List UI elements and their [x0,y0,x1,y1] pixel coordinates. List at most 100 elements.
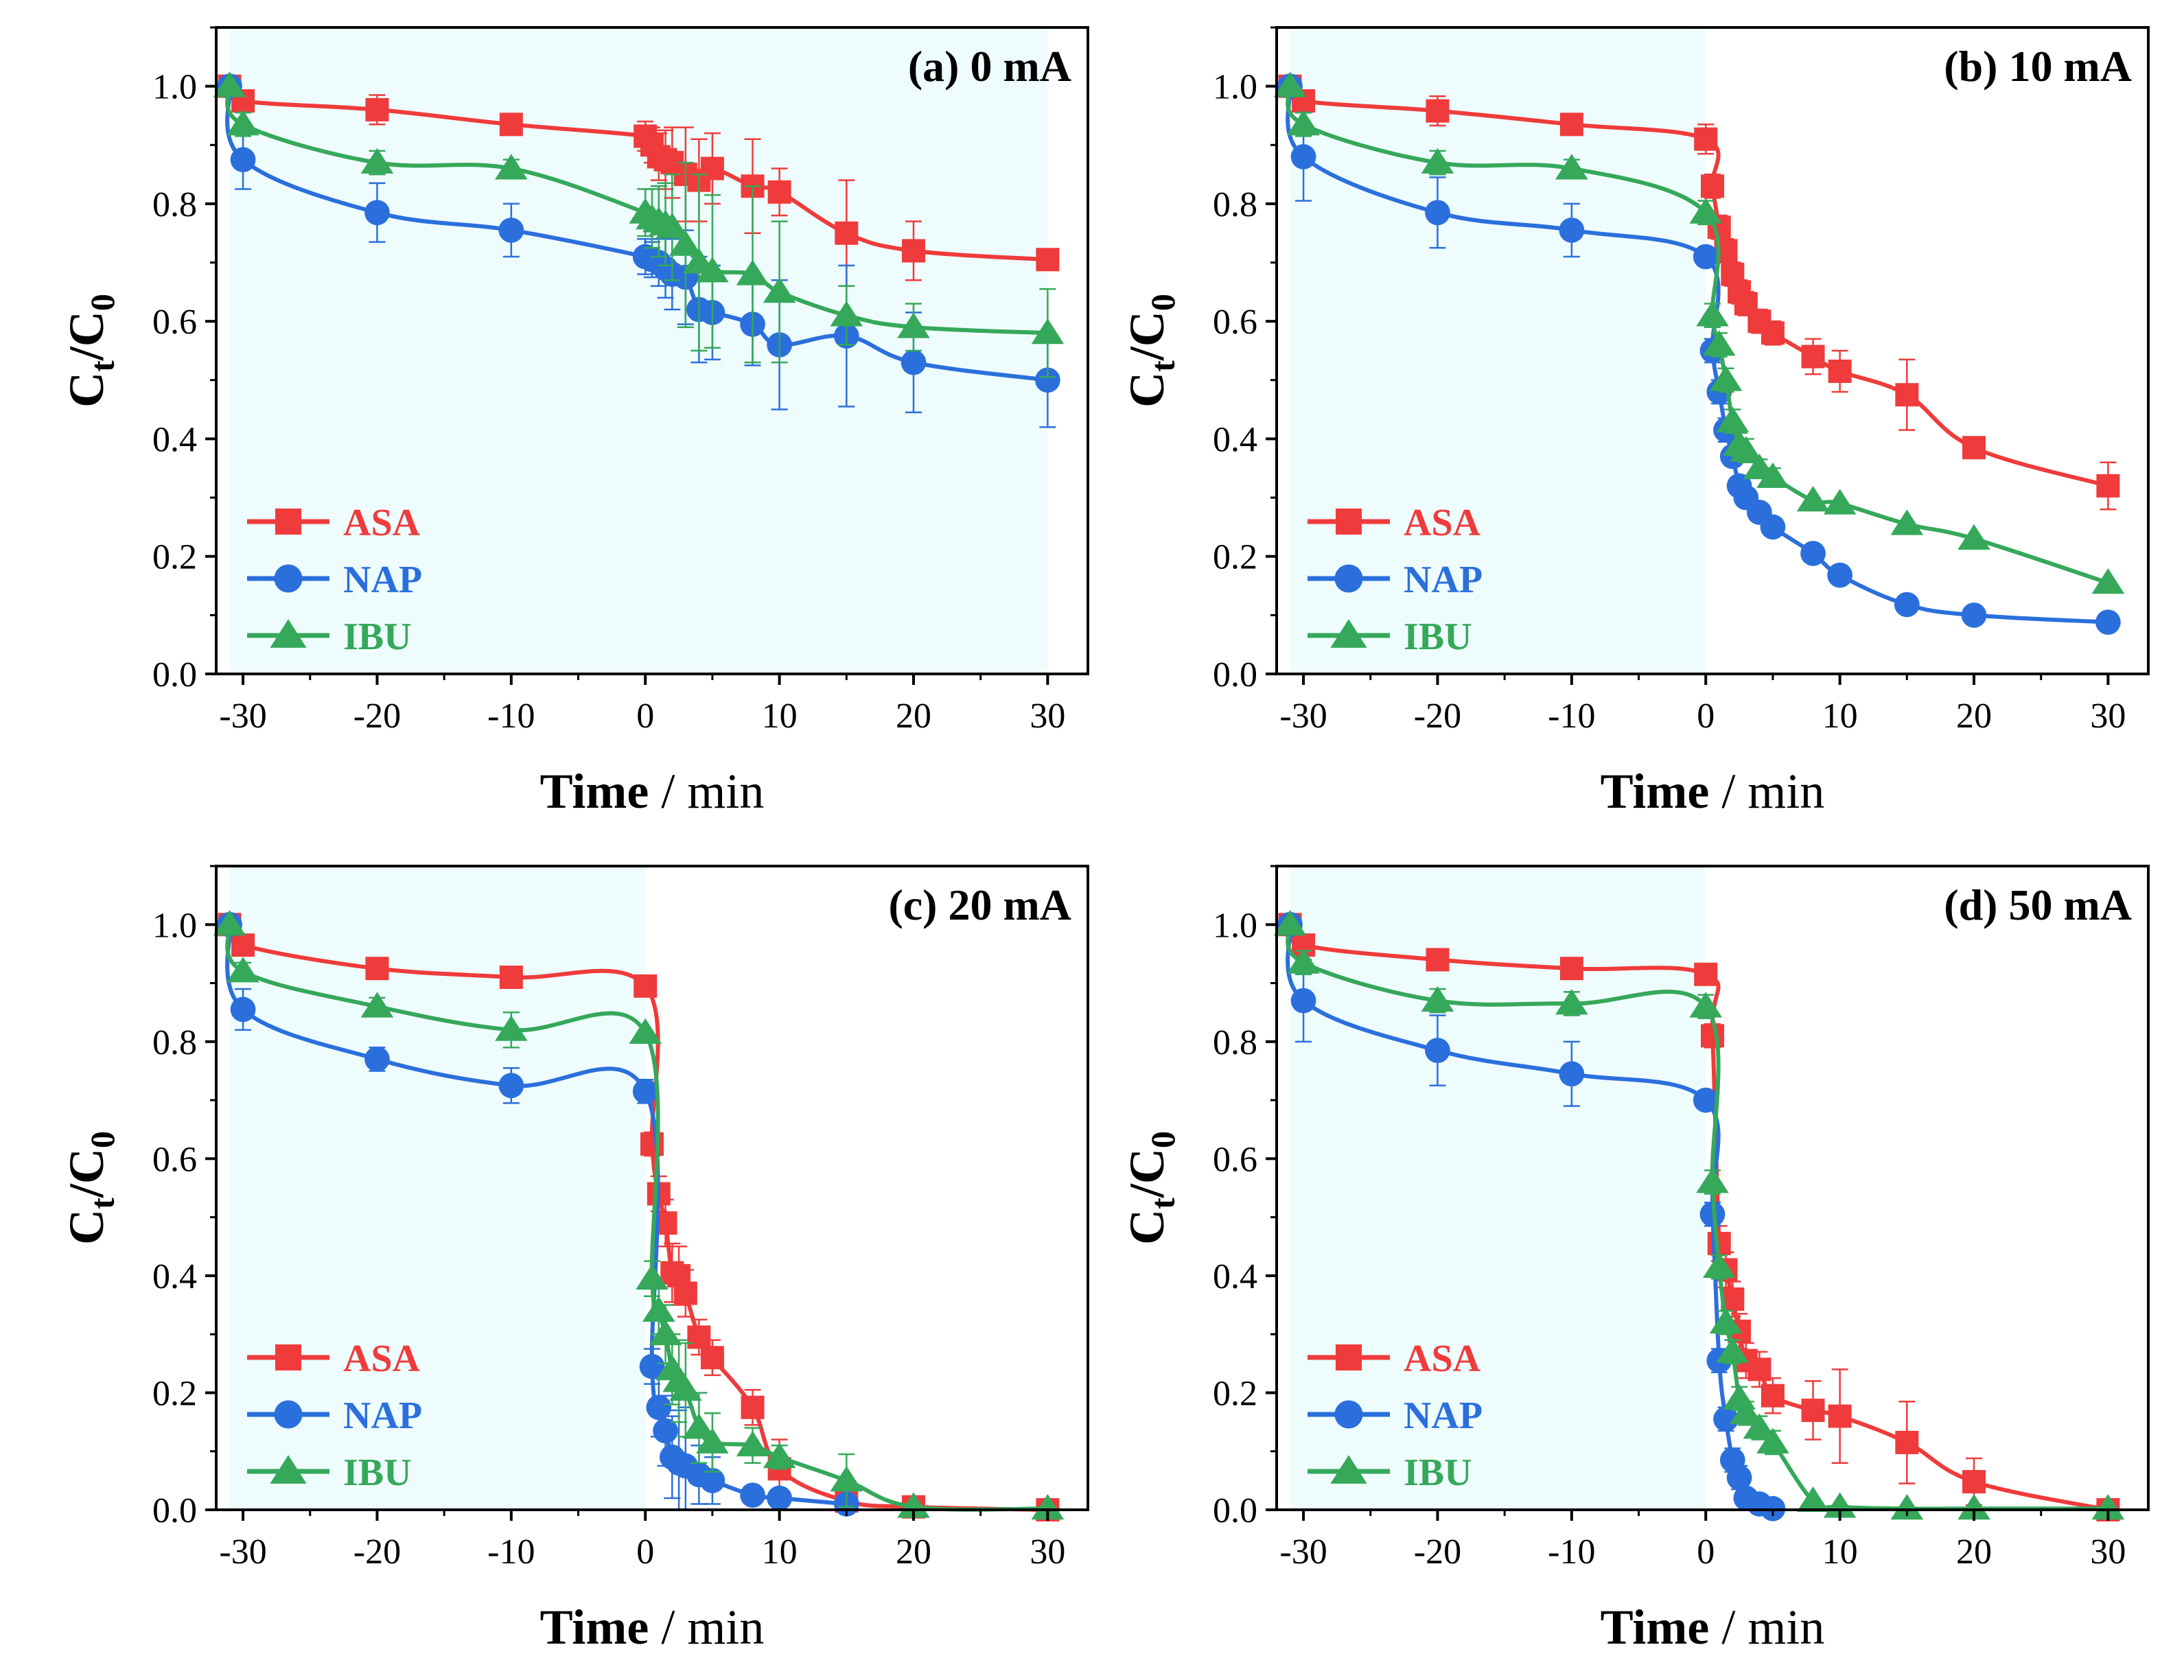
chart-panel-a: -30 -20 -10 0 10 20 30 0.0 0.2 0.4 0.6 0.8 1.0 (a) 0 … [59,26,1089,819]
y-tick-label: 1.0 [1213,68,1257,107]
legend-item-asa: ASA [247,502,421,544]
panel-title: (a) 0 mA [908,42,1071,91]
x-tick-label: -30 [219,1532,266,1572]
data-point [830,301,863,327]
legend-marker [275,509,301,535]
data-point [1796,486,1830,512]
data-point [1828,1404,1852,1428]
y-axis-title-sub-t: t [83,1198,121,1209]
data-point [1895,383,1919,407]
panel-title: (c) 20 mA [888,880,1071,929]
data-point [1035,367,1060,393]
y-axis-title-sub-t: t [83,360,121,372]
y-axis-title-sep: /C [59,311,114,361]
x-axis-title-bold: Time [540,1600,649,1655]
x-tick-label: 0 [1697,1532,1715,1572]
y-tick-label: 0.4 [1213,1257,1257,1296]
x-tick-label: 0 [636,697,654,736]
data-point [230,996,256,1023]
data-point [1031,1494,1065,1520]
y-tick-label: 1.0 [152,906,197,945]
x-tick-label: 20 [896,697,931,736]
data-point [213,910,246,936]
data-point [1801,1399,1825,1423]
y-axis-title-sub-0: 0 [1143,294,1182,311]
x-axis-title-bold: Time [1601,1600,1710,1655]
data-point [1890,509,1924,535]
data-point [495,1015,528,1041]
shaded-region [1290,27,1706,674]
data-point [1425,200,1450,226]
data-point [1559,1061,1585,1087]
x-tick-label: -20 [353,1532,401,1572]
data-point [498,1073,524,1099]
data-point [231,933,255,957]
x-tick-label: -20 [1414,1532,1461,1572]
data-point [1958,524,1990,550]
series-ibu [213,71,1065,378]
data-point [1425,1038,1450,1063]
data-point [1895,1430,1919,1454]
data-point [642,1296,675,1322]
y-axis-title: Ct/C0 [59,294,121,408]
legend-item-ibu: IBU [247,616,412,658]
y-tick-label: 1.0 [152,68,197,107]
legend-item-ibu: IBU [1308,1451,1472,1494]
data-point [1890,1494,1924,1520]
data-point [1894,592,1920,618]
legend-marker [1334,1400,1363,1429]
data-point [1961,603,1987,628]
data-point [897,1492,930,1518]
y-tick-label: 0.8 [1213,1023,1257,1062]
x-axis-title-unit: / min [1709,764,1824,819]
data-point [830,1466,863,1492]
data-point [1962,436,1986,460]
plot-frame [1275,865,2150,1511]
legend-marker [274,564,303,593]
x-tick-label: 20 [896,1532,931,1572]
data-point [1756,1427,1789,1454]
y-axis-title-sub-t: t [1143,360,1182,372]
data-point [1796,1486,1830,1513]
y-axis-title-sep: /C [1119,1148,1174,1198]
chart-panel-c: -30 -20 -10 0 10 20 30 0.0 0.2 0.4 0.6 0.8 1.0 (c) 20… [59,865,1089,1655]
data-point [1730,436,1763,462]
data-point [498,218,524,243]
data-point [699,1468,725,1493]
y-axis-title-sub-0: 0 [83,1131,121,1148]
data-point [1800,541,1826,566]
data-point [741,1395,765,1419]
data-point [1696,301,1729,327]
x-axis-title-unit: / min [649,1600,764,1655]
data-point [902,239,925,263]
y-tick-label: 0.8 [152,185,197,224]
data-point [1823,1492,1857,1518]
data-point [499,966,523,990]
x-axis-title-unit: / min [1709,1600,1824,1655]
data-point [1689,992,1723,1018]
data-point [360,148,394,174]
legend-marker [1334,564,1363,593]
y-tick-label: 0.8 [152,1023,197,1062]
data-point [1696,1167,1729,1193]
data-point [1287,110,1320,136]
data-point [655,212,689,239]
plot-frame [215,26,1089,675]
data-point [669,1375,702,1401]
series-ibu [213,910,1065,1520]
plot-frame [1275,26,2150,675]
x-tick-label: 0 [636,1532,654,1572]
y-axis-title-c: C [1119,372,1174,408]
shaded-region [1290,866,1706,1510]
x-axis-title-unit: / min [649,764,764,819]
data-point [1761,1384,1785,1408]
data-point [226,110,259,136]
x-tick-label: 30 [1030,697,1065,736]
legend-item-nap: NAP [247,1395,422,1437]
data-point [364,1047,390,1072]
data-point [1827,562,1852,588]
data-point [639,1353,665,1379]
y-tick-label: 0.2 [152,1374,197,1413]
data-point [736,259,769,285]
